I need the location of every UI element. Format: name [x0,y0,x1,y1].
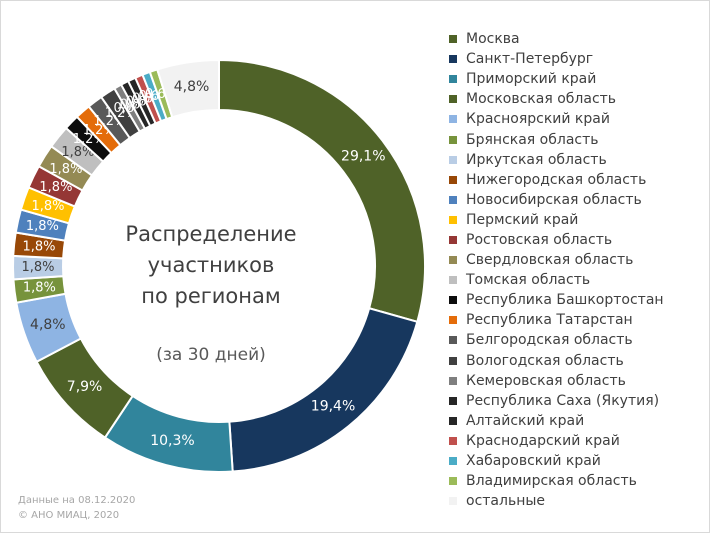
legend-label: Красноярский край [466,111,610,128]
legend-label: Вологодская область [466,352,624,369]
legend-swatch [449,55,457,64]
legend-swatch [449,276,457,285]
legend-swatch [449,195,457,204]
slice-data-label: 1,8% [49,162,82,177]
legend-label: Иркутская область [466,151,607,168]
slice-data-label: 1,8% [26,219,59,234]
legend-item: Республика Башкортостан [449,290,664,310]
legend-swatch [449,457,457,466]
legend-label: Краснодарский край [466,432,620,449]
legend-swatch [449,356,457,365]
legend-item: Красноярский край [449,109,664,129]
legend-swatch [449,135,457,144]
legend-item: Белгородская область [449,330,664,350]
legend-label: Пермский край [466,211,579,228]
legend-label: Новосибирская область [466,191,642,208]
legend-swatch [449,316,457,325]
legend-item: Вологодская область [449,351,664,371]
chart-legend: Москва Санкт-Петербург Приморский край Моск… [449,29,664,511]
legend-item: Томская область [449,270,664,290]
chart-title-line-3: по регионам [141,284,281,308]
legend-item: Иркутская область [449,150,664,170]
legend-label: Московская область [466,91,617,108]
legend-swatch [449,296,457,305]
legend-swatch [449,75,457,84]
legend-label: Владимирская область [466,473,637,490]
legend-swatch [449,235,457,244]
legend-swatch [449,35,457,44]
legend-label: Нижегородская область [466,171,647,188]
legend-swatch [449,497,457,506]
legend-swatch [449,215,457,224]
slice-data-label: 1,8% [61,145,94,160]
legend-label: Хабаровский край [466,453,601,470]
slice-data-label: 10,3% [150,433,194,449]
legend-item: Свердловская область [449,250,664,270]
legend-label: Республика Саха (Якутия) [466,392,660,409]
legend-item: Владимирская область [449,471,664,491]
legend-item: Московская область [449,89,664,109]
slice-data-label: 7,9% [67,379,103,395]
legend-swatch [449,155,457,164]
legend-swatch [449,175,457,184]
legend-label: Кемеровская область [466,372,626,389]
legend-swatch [449,376,457,385]
legend-item: Москва [449,29,664,49]
legend-label: Томская область [466,272,591,289]
slice-data-label: 1,8% [39,180,72,195]
slice-data-label: 4,8% [30,317,66,333]
legend-label: Республика Башкортостан [466,292,664,309]
legend-label: остальные [466,493,546,510]
legend-label: Алтайский край [466,412,585,429]
chart-title-line-2: участников [147,253,275,277]
legend-swatch [449,115,457,124]
legend-label: Республика Татарстан [466,312,633,329]
legend-swatch [449,416,457,425]
legend-label: Приморский край [466,71,597,88]
legend-label: Белгородская область [466,332,633,349]
slice-data-label: 4,8% [174,79,210,95]
donut-slice [228,307,419,473]
footnote-copyright: © АНО МИАЦ, 2020 [18,510,120,521]
legend-swatch [449,256,457,265]
legend-swatch [449,396,457,405]
legend-item: Республика Саха (Якутия) [449,391,664,411]
legend-label: Москва [466,31,520,48]
legend-swatch [449,336,457,345]
legend-swatch [449,436,457,445]
legend-item: остальные [449,491,664,511]
legend-item: Кемеровская область [449,371,664,391]
legend-item: Нижегородская область [449,170,664,190]
legend-item: Пермский край [449,210,664,230]
slice-data-label: 1,8% [23,239,56,254]
chart-subtitle: (за 30 дней) [156,345,266,365]
legend-item: Хабаровский край [449,451,664,471]
chart-title-line-1: Распределение [125,222,297,246]
slice-data-label: 19,4% [311,399,355,415]
legend-item: Брянская область [449,129,664,149]
legend-item: Алтайский край [449,411,664,431]
footnote-date: Данные на 08.12.2020 [18,495,136,506]
donut-slice [156,58,220,119]
legend-label: Ростовская область [466,231,613,248]
legend-label: Свердловская область [466,252,634,269]
legend-item: Приморский край [449,69,664,89]
legend-item: Новосибирская область [449,190,664,210]
legend-swatch [449,95,457,104]
legend-label: Санкт-Петербург [466,51,594,68]
chart-title: Распределение участников по регионам [111,219,311,312]
slice-data-label: 1,8% [32,199,65,214]
slice-data-label: 1,8% [21,260,54,275]
legend-item: Ростовская область [449,230,664,250]
legend-label: Брянская область [466,131,599,148]
slice-data-label: 29,1% [341,149,385,165]
legend-item: Санкт-Петербург [449,49,664,69]
legend-item: Краснодарский край [449,431,664,451]
slice-data-label: 1,8% [23,281,56,296]
legend-item: Республика Татарстан [449,310,664,330]
legend-swatch [449,477,457,486]
